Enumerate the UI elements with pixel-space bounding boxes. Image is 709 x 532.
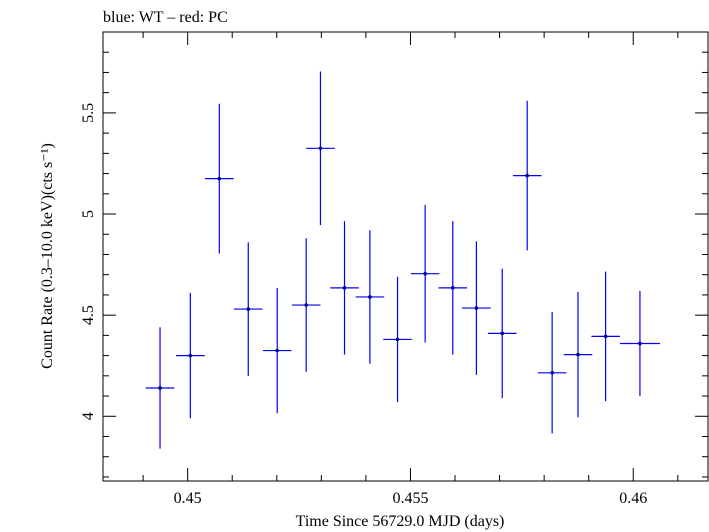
point-marker — [304, 303, 308, 307]
y-axis: 4 4.5 5 5.5 — [80, 31, 708, 478]
x-tick-label: 0.46 — [619, 490, 647, 507]
point-marker — [158, 386, 162, 390]
point-marker — [342, 286, 347, 290]
data-point — [291, 238, 321, 372]
x-tick-label: 0.455 — [392, 490, 428, 507]
data-point — [176, 292, 205, 419]
y-tick-label: 4 — [80, 412, 97, 420]
point-marker — [275, 348, 280, 353]
data-point — [591, 271, 620, 402]
point-marker — [500, 331, 505, 336]
point-marker — [423, 271, 427, 276]
y-axis-label: Count Rate (0.3–10.0 keV)(cts s⁻¹) — [39, 143, 56, 369]
data-point — [487, 268, 517, 399]
data-point — [462, 241, 491, 375]
y-tick-label: 4.5 — [80, 305, 97, 325]
data-point — [512, 100, 542, 251]
point-marker — [576, 352, 580, 357]
plot-area — [102, 31, 709, 482]
data-point — [262, 287, 292, 414]
point-marker — [550, 370, 554, 375]
data-point — [355, 230, 385, 364]
data-point — [306, 71, 335, 226]
data-point — [438, 221, 468, 355]
y-tick-label: 5.5 — [80, 103, 97, 123]
point-marker — [603, 334, 608, 339]
data-point — [619, 290, 660, 397]
point-marker — [318, 146, 323, 151]
data-point — [205, 103, 234, 254]
data-series-wt — [145, 71, 660, 449]
data-point — [563, 291, 593, 418]
point-marker — [638, 341, 642, 346]
point-marker — [450, 286, 455, 290]
point-marker — [246, 307, 251, 311]
data-point — [145, 327, 175, 449]
plot-frame — [102, 31, 709, 482]
y-tick-label: 5 — [80, 210, 97, 218]
data-point — [410, 204, 440, 343]
point-marker — [395, 337, 400, 342]
point-marker — [525, 173, 529, 178]
data-point — [383, 276, 412, 403]
point-marker — [217, 176, 222, 181]
x-axis: 0.45 0.455 0.46 — [142, 32, 679, 507]
data-point — [234, 242, 263, 376]
point-marker — [368, 295, 372, 299]
x-axis-label: Time Since 56729.0 MJD (days) — [296, 513, 505, 530]
data-point — [537, 312, 567, 434]
point-marker — [474, 306, 479, 310]
point-marker — [188, 353, 193, 358]
chart-title: blue: WT – red: PC — [103, 9, 228, 26]
data-point — [330, 221, 359, 355]
x-tick-label: 0.45 — [174, 490, 202, 507]
